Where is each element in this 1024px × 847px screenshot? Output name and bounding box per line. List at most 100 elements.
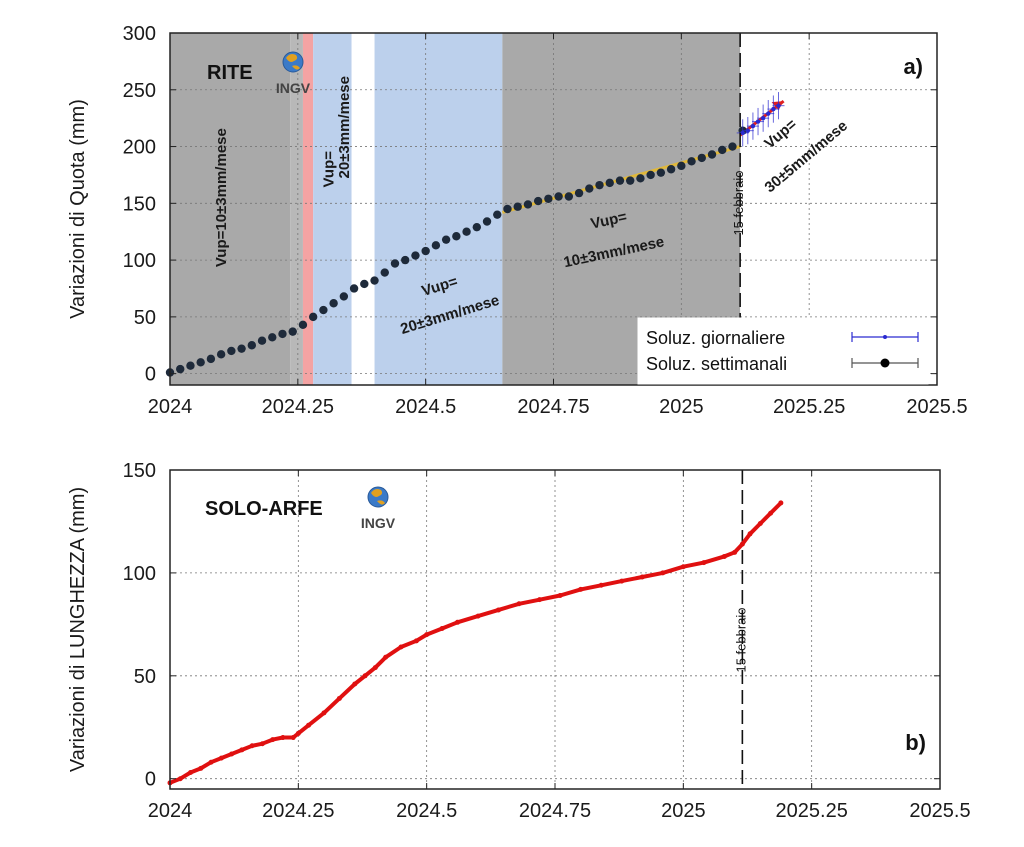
length-data-point bbox=[619, 578, 625, 584]
shaded-period-0 bbox=[170, 33, 291, 385]
length-data-point bbox=[270, 737, 276, 743]
data-series bbox=[165, 92, 785, 377]
legend: Soluz. giornaliere Soluz. settimanali bbox=[637, 317, 929, 385]
legend-box bbox=[637, 317, 929, 385]
x-tick-label: 2024 bbox=[148, 396, 193, 418]
data-point-weekly bbox=[574, 188, 584, 198]
length-data-point bbox=[198, 765, 204, 771]
event-label: 15 febbraio bbox=[733, 607, 748, 672]
data-point-daily bbox=[745, 128, 751, 133]
data-point-weekly bbox=[247, 341, 257, 350]
x-tick-label: 2025.5 bbox=[906, 396, 967, 418]
length-data-point bbox=[229, 751, 235, 757]
length-data-point bbox=[177, 776, 183, 782]
data-point-weekly bbox=[237, 344, 246, 353]
length-data-point bbox=[372, 665, 378, 671]
y-axis-label: Variazioni di LUNGHEZZA (mm) bbox=[67, 487, 89, 772]
chart-a: 15 febbraio Vup=10±3mm/mese Vup=20±3mm/me… bbox=[67, 23, 968, 418]
data-point-weekly bbox=[196, 358, 205, 367]
data-point-weekly bbox=[257, 336, 267, 345]
data-point-daily bbox=[760, 115, 766, 121]
panel-label: a) bbox=[903, 54, 923, 79]
length-data-point bbox=[516, 601, 522, 607]
data-point-weekly bbox=[718, 145, 727, 155]
shaded-period-1 bbox=[290, 33, 303, 385]
length-data-point bbox=[208, 759, 214, 765]
globe-land-icon bbox=[371, 489, 385, 505]
data-point-weekly bbox=[360, 279, 369, 289]
data-point-weekly bbox=[626, 176, 635, 185]
y-tick-label: 50 bbox=[134, 307, 156, 329]
logo-text: INGV bbox=[276, 80, 311, 96]
x-tick-label: 2024.25 bbox=[262, 396, 334, 418]
globe-land-icon bbox=[286, 54, 300, 70]
length-data-point bbox=[249, 743, 255, 749]
data-point-weekly bbox=[472, 222, 481, 232]
x-tick-label: 2024.5 bbox=[396, 800, 457, 822]
data-point-weekly bbox=[666, 165, 676, 174]
data-point-weekly bbox=[677, 161, 686, 171]
legend-marker-daily bbox=[883, 335, 887, 339]
length-data-point bbox=[701, 560, 707, 566]
length-data-point bbox=[352, 681, 358, 687]
data-point-daily bbox=[750, 123, 756, 129]
y-tick-label: 150 bbox=[123, 193, 156, 215]
data-point-weekly bbox=[421, 246, 430, 256]
data-point-weekly bbox=[493, 210, 502, 219]
data-point-weekly bbox=[401, 255, 410, 265]
data-point-weekly bbox=[605, 178, 614, 188]
length-series-line bbox=[168, 500, 783, 785]
x-tick-label: 2024.75 bbox=[519, 800, 591, 822]
length-data-point bbox=[537, 597, 543, 603]
length-data-point bbox=[290, 735, 296, 741]
y-tick-label: 200 bbox=[123, 137, 156, 159]
shaded-period-4 bbox=[374, 33, 503, 385]
data-point-weekly bbox=[411, 251, 420, 260]
y-tick-label: 250 bbox=[123, 80, 156, 102]
data-point-weekly bbox=[216, 350, 226, 359]
length-data-point bbox=[598, 582, 604, 588]
y-axis-label: Variazioni di Quota (mm) bbox=[67, 99, 89, 319]
data-point-weekly bbox=[349, 284, 359, 293]
length-data-point bbox=[475, 613, 481, 619]
event-label: 15 febbraio bbox=[731, 170, 746, 235]
length-data-point bbox=[639, 574, 645, 580]
data-point-weekly bbox=[288, 327, 297, 336]
y-tick-label: 100 bbox=[123, 563, 156, 585]
data-point-weekly bbox=[390, 259, 400, 268]
data-point-weekly bbox=[329, 299, 338, 308]
length-data-point bbox=[778, 500, 784, 506]
length-data-point bbox=[454, 619, 460, 625]
axis-ticks: 2024 2024.25 2024.5 2024.75 2025 2025.25 2025.… bbox=[123, 23, 968, 418]
length-data-point bbox=[280, 735, 286, 741]
logo-text: INGV bbox=[361, 515, 396, 531]
length-data-point bbox=[398, 644, 404, 650]
shaded-period-2 bbox=[302, 33, 314, 385]
velocity-annotation: 20±3mm/mese bbox=[336, 76, 353, 178]
x-tick-label: 2025.25 bbox=[776, 800, 848, 822]
y-tick-label: 0 bbox=[145, 769, 156, 791]
y-tick-label: 50 bbox=[134, 666, 156, 688]
length-data-point bbox=[239, 747, 245, 753]
data-point-daily bbox=[771, 106, 776, 112]
legend-label-daily: Soluz. giornaliere bbox=[646, 328, 785, 348]
legend-label-weekly: Soluz. settimanali bbox=[646, 354, 787, 374]
x-tick-label: 2024.75 bbox=[517, 396, 589, 418]
panel-label: b) bbox=[905, 730, 926, 755]
data-point-weekly bbox=[687, 157, 696, 166]
data-point-weekly bbox=[227, 346, 236, 356]
data-point-weekly bbox=[176, 364, 185, 374]
x-tick-label: 2024.25 bbox=[262, 800, 334, 822]
length-data-point bbox=[496, 607, 502, 613]
length-data-point bbox=[739, 541, 745, 547]
data-point-weekly bbox=[462, 227, 471, 236]
data-point-daily bbox=[766, 111, 771, 116]
data-point-weekly bbox=[564, 192, 574, 201]
length-data-point bbox=[660, 570, 666, 576]
x-tick-label: 2025.5 bbox=[909, 800, 970, 822]
length-data-point bbox=[578, 586, 584, 592]
y-tick-label: 150 bbox=[123, 460, 156, 482]
length-data-point bbox=[218, 755, 224, 761]
data-point-weekly bbox=[298, 320, 308, 330]
